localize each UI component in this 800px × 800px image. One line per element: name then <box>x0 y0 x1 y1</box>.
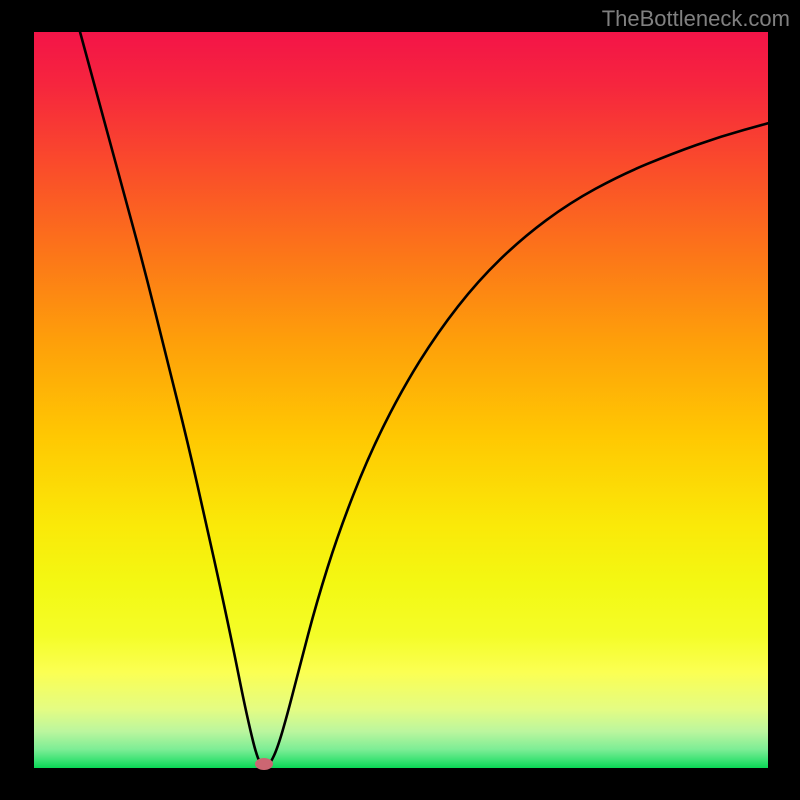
bottleneck-curve <box>34 32 768 768</box>
plot-area <box>34 32 768 768</box>
watermark-text: TheBottleneck.com <box>602 6 790 32</box>
minimum-marker <box>255 758 273 770</box>
chart-frame: TheBottleneck.com <box>0 0 800 800</box>
